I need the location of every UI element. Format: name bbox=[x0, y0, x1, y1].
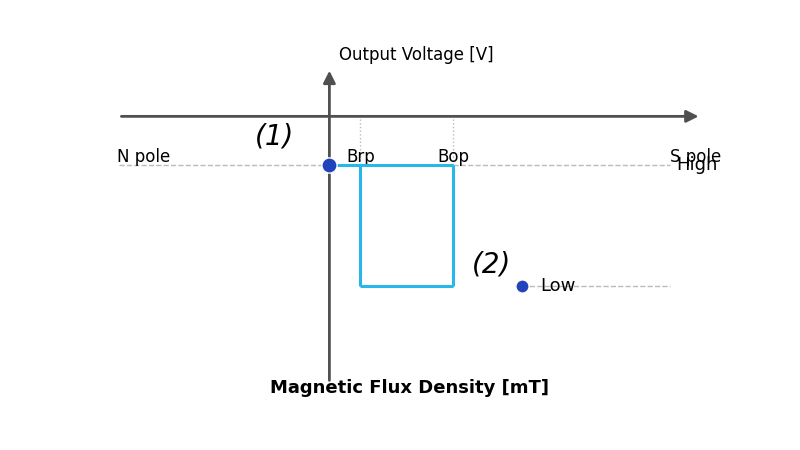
Point bbox=[515, 283, 528, 290]
Text: Bop: Bop bbox=[438, 148, 470, 166]
Text: (1): (1) bbox=[255, 122, 294, 150]
Text: Low: Low bbox=[540, 277, 575, 295]
Text: S pole: S pole bbox=[670, 148, 721, 166]
Text: (2): (2) bbox=[472, 250, 511, 278]
Text: Brp: Brp bbox=[346, 148, 374, 166]
Text: Magnetic Flux Density [mT]: Magnetic Flux Density [mT] bbox=[270, 379, 550, 397]
Text: High: High bbox=[677, 156, 718, 174]
Text: N pole: N pole bbox=[117, 148, 170, 166]
Text: Output Voltage [V]: Output Voltage [V] bbox=[338, 46, 494, 64]
Point bbox=[323, 161, 336, 168]
